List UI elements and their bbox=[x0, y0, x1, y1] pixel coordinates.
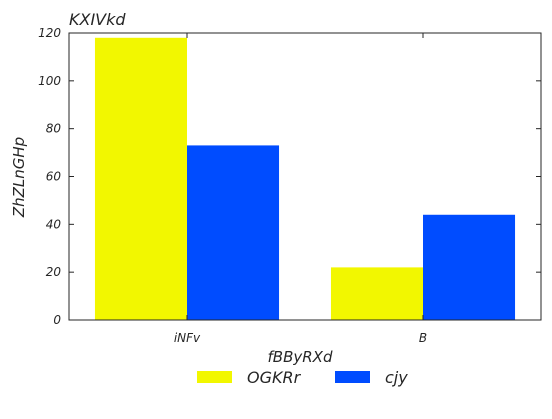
x-tick-label: iNFv bbox=[174, 331, 201, 345]
y-tick-label: 40 bbox=[46, 217, 62, 231]
y-tick-label: 60 bbox=[46, 170, 62, 184]
y-tick-label: 80 bbox=[46, 122, 62, 136]
x-axis-label: fBByRXd bbox=[268, 348, 333, 366]
y-axis-label: ZhZLnGHp bbox=[10, 137, 28, 218]
legend-swatch bbox=[335, 371, 370, 383]
legend-label: cjy bbox=[385, 368, 408, 387]
bar-cjy-iNFv bbox=[187, 145, 280, 320]
bar-OGKRr-B bbox=[330, 267, 423, 320]
y-tick-label: 120 bbox=[38, 26, 61, 40]
bar-cjy-B bbox=[423, 214, 516, 320]
x-tick-label: B bbox=[419, 331, 427, 345]
y-tick-label: 0 bbox=[53, 313, 61, 327]
chart-title: KXIVkd bbox=[69, 10, 126, 29]
y-tick-label: 20 bbox=[46, 265, 62, 279]
bars-layer bbox=[94, 37, 516, 321]
bar-OGKRr-iNFv bbox=[94, 37, 187, 321]
legend-label: OGKRr bbox=[247, 368, 302, 387]
legend-swatch bbox=[197, 371, 232, 383]
legend: OGKRr cjy bbox=[197, 368, 408, 387]
axes-layer: 0 20 40 60 80 100 120 iNFv B bbox=[38, 26, 542, 345]
y-tick-label: 100 bbox=[38, 74, 61, 88]
